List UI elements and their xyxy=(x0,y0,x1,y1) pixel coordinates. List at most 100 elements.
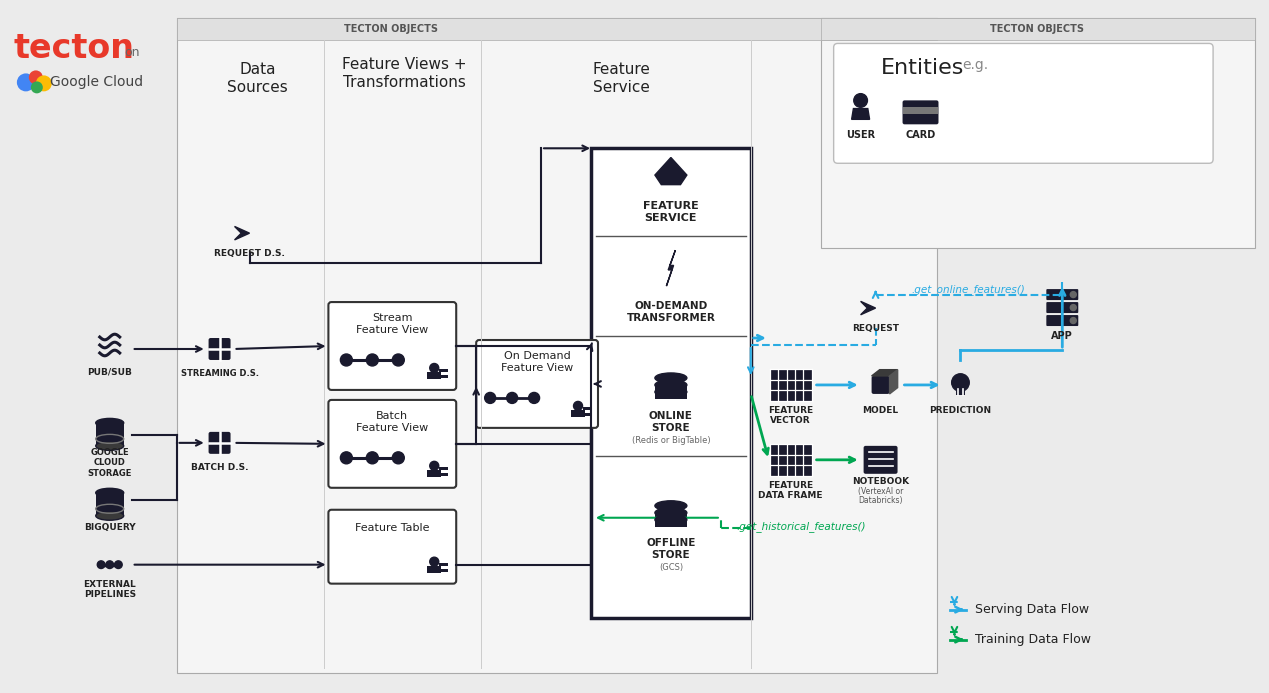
Text: Feature Table: Feature Table xyxy=(355,523,429,533)
Text: FEATURE: FEATURE xyxy=(768,482,813,490)
Ellipse shape xyxy=(655,508,687,518)
FancyBboxPatch shape xyxy=(872,376,890,394)
Text: PUB/SUB: PUB/SUB xyxy=(88,367,132,376)
Ellipse shape xyxy=(655,380,687,390)
Text: Entities: Entities xyxy=(881,58,964,78)
Circle shape xyxy=(392,452,405,464)
Bar xyxy=(956,389,966,394)
Text: MODEL: MODEL xyxy=(863,406,898,415)
Bar xyxy=(770,369,812,401)
Circle shape xyxy=(29,71,43,85)
Text: .get_historical_features(): .get_historical_features() xyxy=(736,521,865,532)
FancyBboxPatch shape xyxy=(329,302,457,390)
Text: FEATURE: FEATURE xyxy=(643,201,699,211)
Ellipse shape xyxy=(95,511,123,520)
Bar xyxy=(655,520,687,527)
Text: Stream: Stream xyxy=(372,313,412,323)
Circle shape xyxy=(340,452,353,464)
Polygon shape xyxy=(235,227,250,240)
FancyBboxPatch shape xyxy=(864,446,897,474)
Circle shape xyxy=(430,363,439,372)
Circle shape xyxy=(485,392,496,403)
Circle shape xyxy=(574,401,582,410)
Circle shape xyxy=(367,354,378,366)
Bar xyxy=(439,369,448,372)
Text: ON-DEMAND: ON-DEMAND xyxy=(634,301,708,311)
Text: Data
Sources: Data Sources xyxy=(227,62,288,95)
Text: FEATURE: FEATURE xyxy=(768,406,813,415)
Bar xyxy=(439,473,448,476)
Text: APP: APP xyxy=(1052,331,1074,341)
FancyBboxPatch shape xyxy=(1047,289,1079,300)
Ellipse shape xyxy=(655,515,687,525)
Bar xyxy=(655,392,687,399)
Ellipse shape xyxy=(95,419,123,428)
Ellipse shape xyxy=(95,441,123,450)
FancyBboxPatch shape xyxy=(1047,315,1079,326)
Bar xyxy=(655,513,687,520)
Bar xyxy=(95,493,123,516)
Circle shape xyxy=(1070,317,1076,324)
Polygon shape xyxy=(666,250,675,286)
Text: tecton: tecton xyxy=(13,32,135,65)
Circle shape xyxy=(392,354,405,366)
Bar xyxy=(571,410,585,417)
Text: USER: USER xyxy=(846,130,876,140)
Bar xyxy=(176,19,938,672)
FancyBboxPatch shape xyxy=(208,338,231,360)
FancyBboxPatch shape xyxy=(834,44,1213,164)
Text: CARD: CARD xyxy=(905,130,935,140)
Ellipse shape xyxy=(95,489,123,498)
FancyBboxPatch shape xyxy=(329,510,457,584)
Bar xyxy=(439,563,448,565)
Text: Feature View: Feature View xyxy=(357,423,429,433)
Circle shape xyxy=(430,462,439,471)
Text: Feature Views +
Transformations: Feature Views + Transformations xyxy=(341,58,467,89)
Text: Feature View: Feature View xyxy=(501,363,574,373)
Circle shape xyxy=(36,76,52,91)
Bar xyxy=(902,107,939,114)
Text: Google Cloud: Google Cloud xyxy=(51,76,143,89)
FancyBboxPatch shape xyxy=(1047,302,1079,313)
Text: REQUEST D.S.: REQUEST D.S. xyxy=(214,249,286,258)
Text: REQUEST: REQUEST xyxy=(851,324,898,333)
Text: Serving Data Flow: Serving Data Flow xyxy=(976,603,1090,616)
Bar xyxy=(655,385,687,392)
Circle shape xyxy=(16,73,34,91)
Circle shape xyxy=(430,557,439,566)
Circle shape xyxy=(854,94,868,107)
Bar xyxy=(428,565,442,572)
Circle shape xyxy=(1070,304,1076,310)
Text: .get_online_features(): .get_online_features() xyxy=(911,283,1025,295)
Text: Feature
Service: Feature Service xyxy=(593,62,650,95)
Text: Feature View: Feature View xyxy=(357,325,429,335)
Text: on: on xyxy=(124,46,140,59)
Text: STORE: STORE xyxy=(651,423,690,433)
Text: DATA FRAME: DATA FRAME xyxy=(759,491,824,500)
Text: EXTERNAL
PIPELINES: EXTERNAL PIPELINES xyxy=(84,580,136,599)
Text: (GCS): (GCS) xyxy=(659,563,683,572)
Circle shape xyxy=(114,561,122,568)
Text: e.g.: e.g. xyxy=(962,58,989,73)
Text: BATCH D.S.: BATCH D.S. xyxy=(190,464,249,473)
Text: STREAMING D.S.: STREAMING D.S. xyxy=(180,369,259,378)
Ellipse shape xyxy=(655,373,687,383)
Circle shape xyxy=(98,561,105,568)
Circle shape xyxy=(367,452,378,464)
Bar xyxy=(176,19,938,40)
Bar xyxy=(428,372,442,379)
Text: SERVICE: SERVICE xyxy=(645,213,697,223)
Text: VECTOR: VECTOR xyxy=(770,416,811,426)
Ellipse shape xyxy=(655,387,687,397)
Text: (VertexAI or: (VertexAI or xyxy=(858,487,904,496)
Polygon shape xyxy=(860,301,876,315)
Circle shape xyxy=(105,561,113,568)
Text: PREDICTION: PREDICTION xyxy=(929,406,991,415)
Circle shape xyxy=(1070,292,1076,297)
Bar xyxy=(582,413,593,416)
Text: OFFLINE: OFFLINE xyxy=(646,538,695,547)
Circle shape xyxy=(952,374,970,392)
Text: Training Data Flow: Training Data Flow xyxy=(976,633,1091,646)
Text: (Redis or BigTable): (Redis or BigTable) xyxy=(632,437,711,446)
Circle shape xyxy=(30,81,43,94)
